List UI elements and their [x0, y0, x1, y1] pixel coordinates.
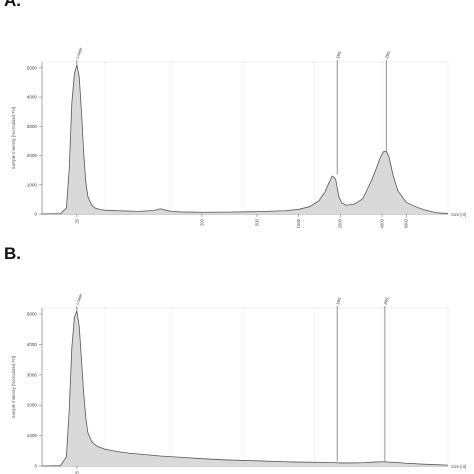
chart-0-peak-label-1: 18S	[335, 50, 342, 59]
chart-1-ytick-label-0: 0	[34, 464, 37, 469]
chart-0-xtick-label-2: 500	[254, 218, 259, 226]
chart-0-ytick-label-5: 5000	[27, 65, 38, 70]
chart-0-peak-label-0: Lower	[75, 46, 84, 59]
chart-1-ytick-label-5: 5000	[27, 312, 38, 317]
chart-0-xtick-label-6: 6000	[404, 218, 409, 228]
chart-0-series-fill	[42, 64, 448, 214]
chart-1-ylabel: Sample Intensity [Normalized FU]	[11, 356, 16, 418]
chart-0-ytick-label-0: 0	[34, 212, 37, 217]
chart-1-xlabel: Size [nt]	[451, 464, 466, 469]
chart-1-peak-label-2: 28S	[383, 296, 390, 305]
chart-1-ytick-label-2: 2000	[27, 403, 38, 408]
chart-0-series-line	[41, 64, 449, 215]
chart-0-ytick-label-1: 1000	[27, 182, 38, 187]
chart-0-xtick-label-0: 25	[74, 218, 79, 223]
panel-letter-b: B.	[4, 244, 21, 263]
chart-0-xtick-label-3: 1000	[296, 218, 301, 228]
chart-1-plot-area	[41, 307, 449, 467]
chart-1-ytick-label-4: 4000	[27, 342, 38, 347]
chart-1-series-line	[41, 309, 449, 467]
chart-1-series-fill	[42, 311, 448, 466]
chart-1-ytick-label-3: 3000	[27, 372, 38, 377]
electropherogram-b: 0 1000 2000 3000 4000 5000 Sample Intensity [N…	[11, 292, 466, 474]
chart-0-ytick-label-4: 4000	[27, 95, 38, 100]
chart-0-ytick-label-3: 3000	[27, 124, 38, 129]
chart-1-ytick-label-1: 1000	[27, 433, 38, 438]
electropherogram-a: 0 1000 2000 3000 4000 5000 Sample Intensity [N…	[11, 46, 466, 228]
chart-0-ytick-label-2: 2000	[27, 153, 38, 158]
chart-0-xtick-label-5: 4000	[379, 218, 384, 228]
chart-1-peak-label-0: Lower	[75, 292, 84, 305]
chart-0-xtick-label-4: 2000	[338, 218, 343, 228]
chart-1-peak-label-1: 18S	[335, 296, 342, 305]
panel-letter-a: A.	[4, 0, 21, 10]
chart-0-xlabel: Size [nt]	[451, 212, 466, 217]
chart-0-xtick-label-1: 200	[199, 218, 204, 226]
chart-0-ylabel: Sample Intensity [Normalized FU]	[11, 107, 16, 169]
chart-1-xtick-label-0: 25	[74, 470, 79, 474]
chart-0-peak-label-2: 28S	[384, 50, 391, 59]
